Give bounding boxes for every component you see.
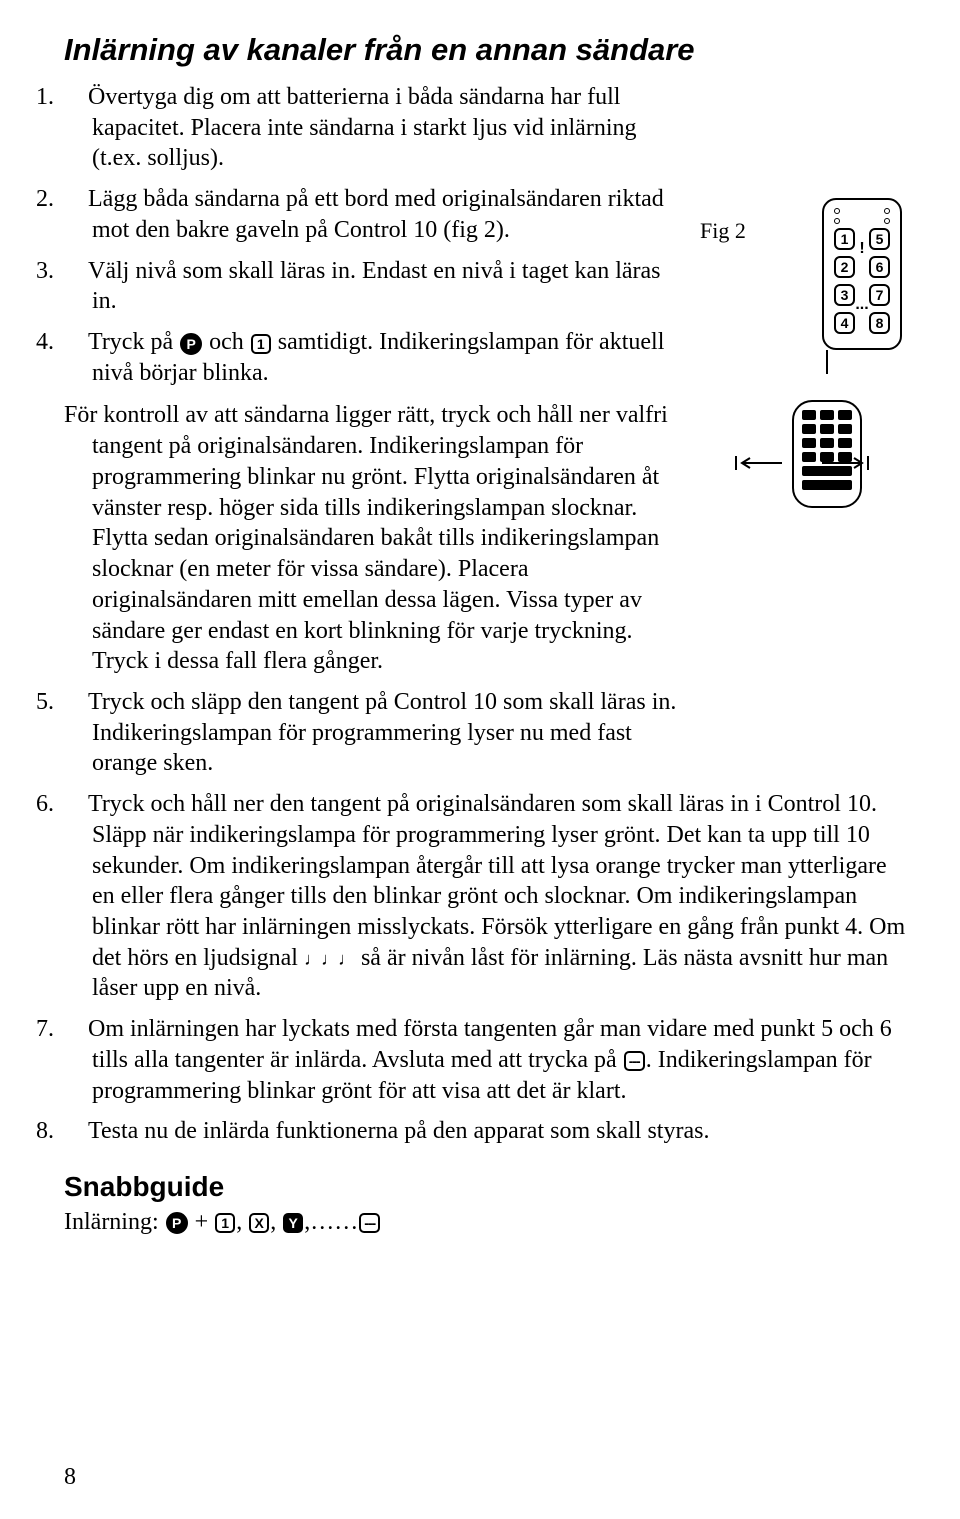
step-2-num: 2.	[64, 184, 88, 215]
step-4: 4.Tryck på P och 1 samtidigt. Indikering…	[64, 327, 684, 677]
led-icon	[884, 208, 890, 214]
key-p-icon: P	[166, 1212, 188, 1234]
snabb-label: Inlärning:	[64, 1209, 165, 1235]
page-number: 8	[64, 1464, 76, 1491]
led-icon	[884, 218, 890, 224]
step-3: 3.Välj nivå som skall läras in. Endast e…	[64, 256, 684, 317]
step-2: 2.Lägg båda sändarna på ett bord med ori…	[64, 184, 684, 245]
step-6-num: 6.	[64, 789, 88, 820]
device-control10: ! ... 1 5 2 6 3 7 4 8	[822, 198, 902, 350]
step-7: 7.Om inlärningen har lyckats med första …	[64, 1014, 912, 1106]
device-key-7: 7	[869, 284, 890, 306]
heading-inlarning: Inlärning av kanaler från en annan sända…	[64, 32, 912, 68]
snabb-sep3: ,……	[304, 1209, 358, 1235]
snabb-sep2: ,	[270, 1209, 282, 1235]
heading-snabbguide: Snabbguide	[64, 1171, 912, 1203]
step-4-text-a: Tryck på	[88, 329, 179, 355]
key-dashes-icon: ---	[624, 1051, 645, 1071]
snabb-sep1: ,	[236, 1209, 248, 1235]
step-8-text: Testa nu de inlärda funktionerna på den …	[88, 1118, 709, 1144]
key-x-icon: X	[249, 1213, 269, 1233]
key-1-icon: 1	[215, 1213, 235, 1233]
bang-icon: !	[859, 240, 864, 258]
step-4-para2: För kontroll av att sändarna ligger rätt…	[92, 400, 684, 676]
device-key-5: 5	[869, 228, 890, 250]
led-icon	[834, 208, 840, 214]
device-key-8: 8	[869, 312, 890, 334]
step-3-text: Välj nivå som skall läras in. Endast en …	[88, 258, 661, 315]
step-3-num: 3.	[64, 256, 88, 287]
figure-2-label: Fig 2	[700, 218, 746, 244]
step-1-num: 1.	[64, 82, 88, 113]
key-dashes-icon: ---	[359, 1213, 380, 1233]
arrows-icon	[752, 506, 902, 520]
step-4-num: 4.	[64, 327, 88, 358]
step-5: 5.Tryck och släpp den tangent på Control…	[64, 687, 684, 779]
step-8-num: 8.	[64, 1116, 88, 1147]
key-y-icon: Y	[283, 1213, 303, 1233]
device-key-4: 4	[834, 312, 855, 334]
sound-notes-icon: ♩♩♩	[304, 949, 355, 969]
connector-line	[826, 350, 828, 374]
step-5-text: Tryck och släpp den tangent på Control 1…	[88, 689, 676, 776]
figure-2: Fig 2 ! ... 1 5 2 6 3 7 4 8	[752, 198, 902, 520]
step-7-num: 7.	[64, 1014, 88, 1045]
dots-icon: ...	[855, 296, 868, 314]
device-key-3: 3	[834, 284, 855, 306]
step-2-text: Lägg båda sändarna på ett bord med origi…	[88, 186, 664, 243]
snabb-plus: +	[189, 1209, 215, 1235]
key-p-icon: P	[180, 333, 202, 355]
device-key-2: 2	[834, 256, 855, 278]
snabbguide-line: Inlärning: P + 1, X, Y,……---	[64, 1209, 912, 1236]
step-1: 1.Övertyga dig om att batterierna i båda…	[64, 82, 684, 174]
step-8: 8.Testa nu de inlärda funktionerna på de…	[64, 1116, 912, 1147]
original-remote	[792, 400, 862, 508]
device-key-1: 1	[834, 228, 855, 250]
step-1-text: Övertyga dig om att batterierna i båda s…	[88, 84, 637, 171]
step-4-text-b: och	[203, 329, 250, 355]
led-icon	[834, 218, 840, 224]
step-5-num: 5.	[64, 687, 88, 718]
key-1-icon: 1	[251, 334, 271, 354]
step-6: 6.Tryck och håll ner den tangent på orig…	[64, 789, 912, 1004]
device-key-6: 6	[869, 256, 890, 278]
